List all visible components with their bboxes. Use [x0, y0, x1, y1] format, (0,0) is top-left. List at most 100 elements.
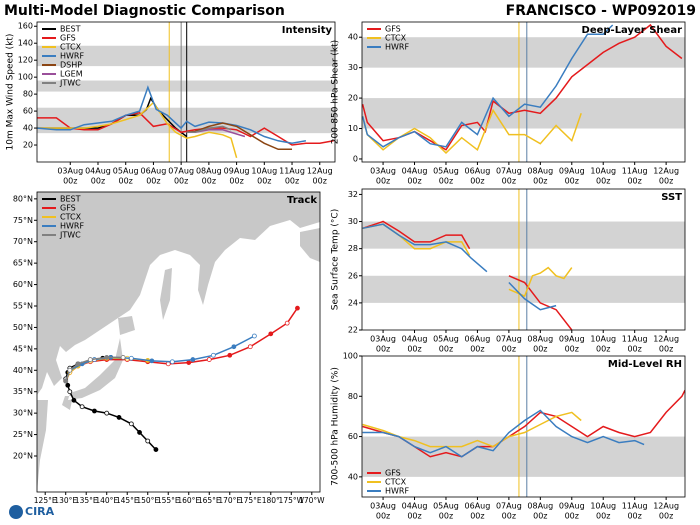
x-tick-sublabel: 00z — [439, 512, 453, 521]
land-japan — [62, 316, 135, 410]
x-tick-label: 07Aug — [496, 167, 522, 176]
panel-title: SST — [661, 192, 682, 203]
plot-area — [362, 356, 685, 497]
x-tick-label: 11Aug — [622, 167, 648, 176]
x-tick-label: 04Aug — [402, 502, 428, 511]
x-tick-sublabel: 00z — [502, 512, 516, 521]
track-point — [128, 355, 134, 361]
legend-label: GFS — [385, 469, 401, 478]
series-line — [362, 108, 582, 154]
track-point — [104, 355, 110, 360]
track-point — [87, 357, 93, 362]
x-tick-label: 04Aug — [402, 167, 428, 176]
track-point — [104, 410, 110, 416]
plot-area — [362, 189, 685, 330]
x-tick-label: 03Aug — [370, 335, 396, 344]
x-tick-sublabel: 00z — [627, 177, 641, 186]
x-tick-label: 05Aug — [113, 167, 139, 176]
track-point — [206, 357, 212, 362]
x-tick-label: 06Aug — [465, 502, 491, 511]
x-tick-label: 155°E — [157, 496, 180, 505]
legend-label: JTWC — [59, 79, 81, 88]
x-tick-sublabel: 00z — [627, 345, 641, 354]
x-tick-label: 08Aug — [196, 167, 222, 176]
track-point — [149, 358, 155, 364]
x-tick-label: 07Aug — [496, 335, 522, 344]
x-tick-sublabel: 00z — [407, 345, 421, 354]
x-tick-label: 03Aug — [57, 167, 83, 176]
x-tick-label: 140°E — [95, 496, 118, 505]
x-tick-label: 10Aug — [590, 335, 616, 344]
x-tick-sublabel: 00z — [229, 177, 243, 186]
track-point — [63, 378, 69, 384]
legend-label: DSHP — [60, 61, 82, 70]
x-tick-label: 11Aug — [279, 167, 305, 176]
land-sakhalin — [160, 268, 172, 320]
x-tick-label: 12Aug — [653, 335, 679, 344]
y-tick-label: 60 — [23, 107, 33, 116]
x-tick-label: 10Aug — [590, 167, 616, 176]
x-tick-sublabel: 00z — [376, 512, 390, 521]
x-tick-sublabel: 00z — [565, 345, 579, 354]
band — [37, 45, 335, 67]
x-tick-sublabel: 00z — [659, 512, 673, 521]
x-tick-sublabel: 00z — [596, 345, 610, 354]
x-tick-label: 150°E — [136, 496, 159, 505]
frame — [36, 21, 336, 163]
y-axis-label: Sea Surface Temp (°C) — [331, 209, 341, 310]
track-point — [79, 404, 85, 410]
legend-label: JTWC — [59, 231, 81, 240]
x-tick-sublabel: 00z — [407, 512, 421, 521]
series-line — [362, 24, 614, 148]
band — [37, 107, 335, 134]
land-asia — [37, 192, 320, 492]
series-line — [362, 223, 557, 311]
x-tick-label: 06Aug — [465, 167, 491, 176]
track-point — [75, 361, 81, 367]
panel-title: Deep-Layer Shear — [582, 25, 683, 36]
x-tick-label: 145°E — [116, 496, 139, 505]
legend-label: CTCX — [385, 34, 407, 43]
track-point — [137, 430, 142, 435]
x-tick-label: 12Aug — [653, 502, 679, 511]
x-tick-sublabel: 00z — [565, 512, 579, 521]
y-tick-label: 35°N — [13, 387, 33, 396]
x-tick-label: 05Aug — [433, 335, 459, 344]
y-tick-label: 45°N — [13, 344, 33, 353]
y-axis-label: 200-850 hPa Shear (kt) — [331, 40, 341, 144]
y-tick-label: 60°N — [13, 280, 33, 289]
series-line — [362, 411, 582, 448]
x-tick-label: 08Aug — [527, 502, 553, 511]
y-tick-label: 40°N — [13, 366, 33, 375]
x-tick-sublabel: 00z — [502, 345, 516, 354]
legend-label: CTCX — [60, 213, 82, 222]
y-tick-label: 20 — [23, 141, 33, 150]
x-tick-label: 04Aug — [402, 335, 428, 344]
x-tick-sublabel: 00z — [91, 177, 105, 186]
band — [362, 275, 685, 303]
x-tick-sublabel: 00z — [119, 177, 133, 186]
track-point — [186, 360, 192, 365]
x-tick-label: 170°W — [299, 496, 325, 505]
x-tick-sublabel: 00z — [596, 177, 610, 186]
x-tick-sublabel: 00z — [470, 512, 484, 521]
x-tick-sublabel: 00z — [627, 512, 641, 521]
track-point — [268, 331, 274, 337]
y-tick-label: 100 — [18, 73, 33, 82]
track-point — [120, 355, 126, 360]
series-line — [186, 122, 292, 151]
track-point — [67, 367, 73, 373]
x-tick-sublabel: 00z — [565, 177, 579, 186]
x-tick-label: 08Aug — [527, 167, 553, 176]
page-title: Multi-Model Diagnostic Comparison — [4, 3, 285, 19]
x-tick-label: 07Aug — [168, 167, 194, 176]
track-point — [65, 382, 71, 388]
track-point — [67, 389, 73, 395]
y-tick-label: 30°N — [13, 409, 33, 418]
x-tick-sublabel: 00z — [439, 177, 453, 186]
x-tick-sublabel: 00z — [502, 177, 516, 186]
series-line — [37, 85, 307, 145]
y-tick-label: 40 — [348, 472, 358, 481]
track-point — [92, 408, 97, 414]
x-tick-sublabel: 00z — [257, 177, 271, 186]
